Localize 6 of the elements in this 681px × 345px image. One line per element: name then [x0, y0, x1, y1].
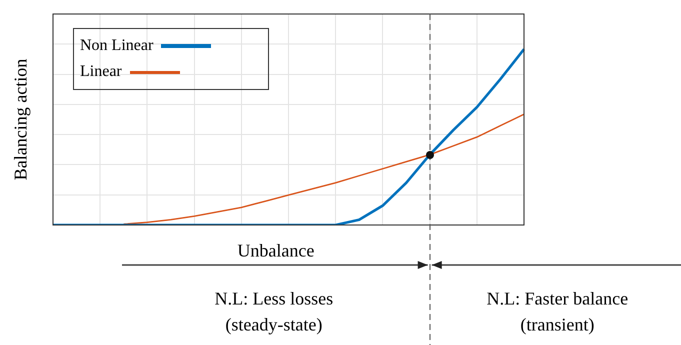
text: N.L: Faster balance (transient) — [486, 288, 628, 335]
text: N.L: Less losses (steady-state) — [214, 288, 334, 335]
text: Unbalance — [237, 240, 314, 261]
legend-label: Linear — [80, 63, 122, 81]
legend-label: Non Linear — [80, 37, 154, 55]
y-axis-title: Balancing action — [10, 58, 31, 180]
